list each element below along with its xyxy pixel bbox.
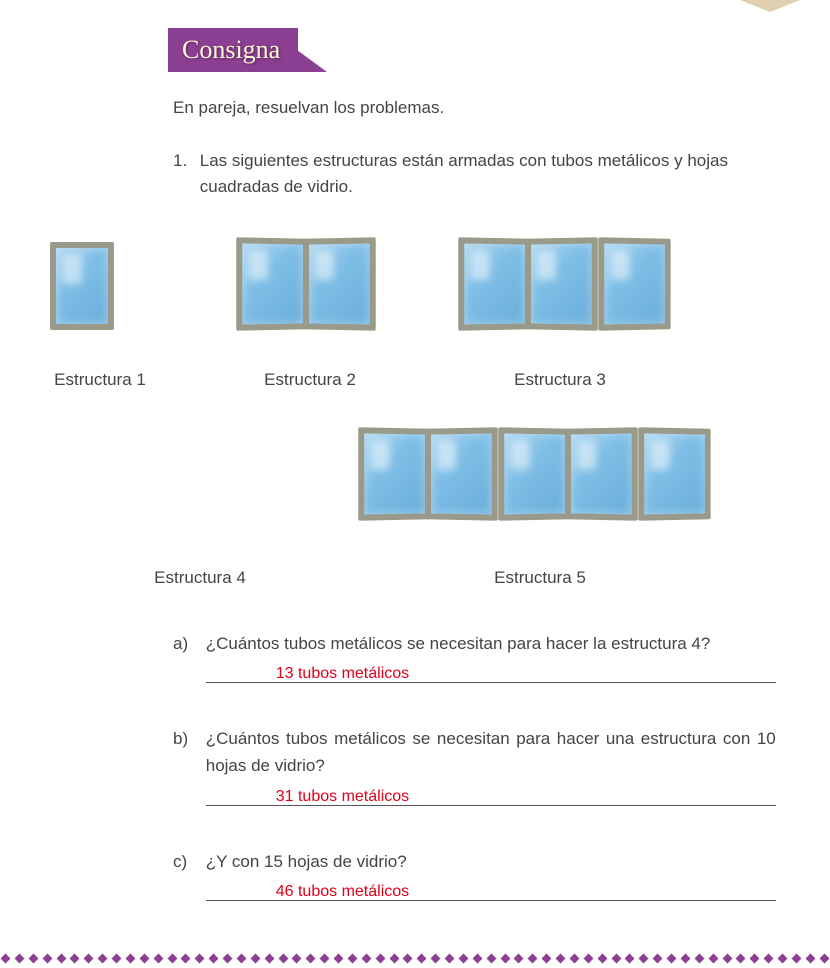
structure-2 <box>236 238 376 330</box>
problem-number: 1. <box>173 148 195 174</box>
structures-row-1: Estructura 1 Estructura 2 Estructura 3 <box>40 230 790 350</box>
caption-structure-3: Estructura 3 <box>480 370 640 390</box>
caption-structure-1: Estructura 1 <box>40 370 160 390</box>
caption-structure-5: Estructura 5 <box>460 568 620 588</box>
answer-b: 31 tubos metálicos <box>276 784 409 810</box>
answer-c: 46 tubos metálicos <box>276 879 409 905</box>
corner-ornament <box>740 0 800 18</box>
structure-1 <box>50 242 114 330</box>
answer-a: 13 tubos metálicos <box>276 661 409 687</box>
question-b-text: ¿Cuántos tubos metálicos se necesitan pa… <box>206 729 776 775</box>
structure-3 <box>458 238 668 330</box>
intro-text: En pareja, resuelvan los problemas. <box>173 98 790 118</box>
problem-text: Las siguientes estructuras están armadas… <box>200 148 780 201</box>
answer-line-b: 31 tubos metálicos <box>206 784 776 806</box>
question-b-label: b) <box>173 725 201 752</box>
question-a-text: ¿Cuántos tubos metálicos se necesitan pa… <box>206 634 711 653</box>
question-b: b) ¿Cuántos tubos metálicos se necesitan… <box>173 725 790 805</box>
question-c: c) ¿Y con 15 hojas de vidrio? 46 tubos m… <box>173 848 790 901</box>
caption-structure-2: Estructura 2 <box>230 370 390 390</box>
banner-title: Consigna <box>182 35 280 65</box>
question-a-label: a) <box>173 630 201 657</box>
questions-block: a) ¿Cuántos tubos metálicos se necesitan… <box>173 630 790 901</box>
structure-5 <box>358 428 708 520</box>
question-c-text: ¿Y con 15 hojas de vidrio? <box>206 852 407 871</box>
question-a: a) ¿Cuántos tubos metálicos se necesitan… <box>173 630 790 683</box>
structures-row-2: Estructura 4 Estructura 5 <box>40 428 790 548</box>
problem-1: 1. Las siguientes estructuras están arma… <box>173 148 790 201</box>
footer-ornament <box>0 955 830 962</box>
consigna-banner: Consigna <box>168 28 327 72</box>
question-c-label: c) <box>173 848 201 875</box>
answer-line-c: 46 tubos metálicos <box>206 879 776 901</box>
answer-line-a: 13 tubos metálicos <box>206 661 776 683</box>
caption-structure-4: Estructura 4 <box>120 568 280 588</box>
